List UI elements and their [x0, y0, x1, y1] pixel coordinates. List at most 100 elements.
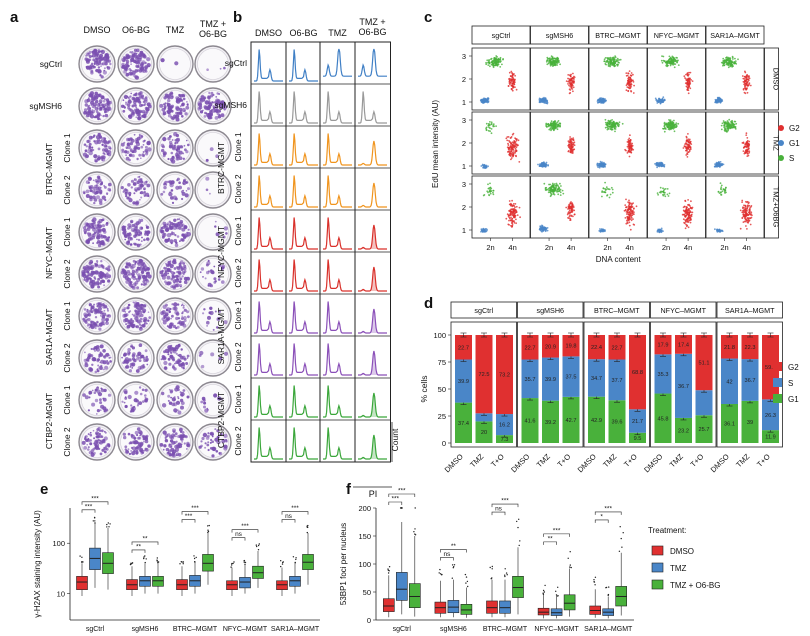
colony — [167, 180, 170, 183]
colony — [180, 145, 184, 149]
colony — [204, 442, 207, 445]
data-point — [515, 138, 518, 141]
colony-plate — [78, 297, 116, 335]
colony — [103, 230, 107, 234]
colony — [216, 92, 219, 95]
colony — [163, 360, 168, 366]
colony — [123, 401, 126, 404]
group-label: BTRC-MGMT — [44, 143, 54, 195]
data-point — [517, 144, 519, 147]
colony — [183, 144, 186, 147]
colony — [145, 355, 148, 359]
colony — [219, 105, 223, 109]
colony — [214, 100, 219, 104]
group-label: BTRC-MGMT — [216, 142, 226, 194]
colony — [177, 343, 181, 348]
colony — [138, 183, 143, 188]
colony — [208, 112, 213, 118]
colony — [93, 437, 96, 440]
data-point — [551, 62, 554, 65]
data-point — [490, 132, 493, 135]
data-point — [743, 145, 746, 148]
colony — [178, 453, 182, 457]
colony-plate — [78, 423, 116, 461]
colony — [143, 155, 145, 158]
colony — [94, 398, 99, 403]
data-point — [544, 163, 547, 166]
data-point — [598, 166, 601, 169]
colony — [107, 265, 111, 269]
colony — [99, 183, 102, 186]
colony — [144, 394, 147, 397]
colony — [99, 344, 104, 349]
colony — [87, 271, 90, 274]
data-point — [625, 89, 628, 92]
colony — [206, 443, 210, 447]
colony — [174, 61, 179, 66]
data-point — [670, 63, 673, 65]
tick-label: 1 — [462, 98, 466, 107]
colony-plate — [194, 45, 232, 83]
colony — [129, 323, 133, 328]
colony — [175, 435, 177, 438]
data-point — [511, 82, 514, 85]
colony — [127, 223, 132, 228]
colony — [144, 435, 148, 439]
data-point — [613, 123, 616, 125]
data-point — [547, 123, 550, 125]
colony — [171, 314, 174, 318]
data-point — [515, 88, 518, 91]
panel-letter: c — [424, 9, 432, 26]
colony — [176, 146, 181, 151]
panel-letter: a — [10, 9, 19, 26]
colony — [124, 265, 128, 269]
data-point — [669, 122, 672, 125]
facet-label: BTRC–MGMT — [595, 31, 641, 40]
colony — [173, 302, 178, 307]
data-point — [565, 80, 568, 82]
histogram-trace — [254, 175, 283, 208]
colony — [101, 195, 106, 200]
data-point — [510, 87, 513, 90]
data-point — [604, 163, 607, 166]
column-header: O6-BG — [358, 27, 386, 37]
colony — [133, 99, 137, 103]
colony — [138, 153, 142, 157]
colony — [172, 428, 176, 433]
data-point — [488, 59, 490, 61]
colony — [92, 186, 96, 190]
colony — [137, 353, 141, 357]
data-point — [662, 101, 665, 103]
colony — [175, 352, 178, 355]
colony — [163, 183, 166, 186]
colony — [176, 277, 179, 281]
data-point — [510, 84, 513, 87]
histogram-trace — [254, 133, 283, 166]
data-point — [626, 141, 629, 143]
colony — [179, 223, 183, 228]
colony — [99, 101, 102, 104]
colony — [167, 353, 170, 356]
colony — [204, 446, 207, 449]
colony — [173, 267, 177, 270]
data-point — [731, 122, 733, 125]
colony — [129, 265, 132, 268]
colony-plate — [78, 381, 116, 419]
colony — [179, 260, 184, 264]
colony — [138, 54, 143, 60]
colony — [90, 348, 93, 350]
data-point — [511, 74, 514, 77]
colony — [99, 401, 103, 405]
colony — [102, 70, 107, 75]
colony — [131, 367, 134, 369]
data-point — [719, 164, 722, 167]
colony-plate — [156, 213, 194, 251]
data-point — [673, 119, 675, 122]
colony — [97, 50, 101, 54]
data-point — [686, 156, 689, 158]
colony — [175, 274, 179, 279]
colony — [129, 310, 132, 313]
colony — [173, 218, 177, 222]
colony — [102, 406, 107, 411]
data-point — [629, 146, 632, 149]
